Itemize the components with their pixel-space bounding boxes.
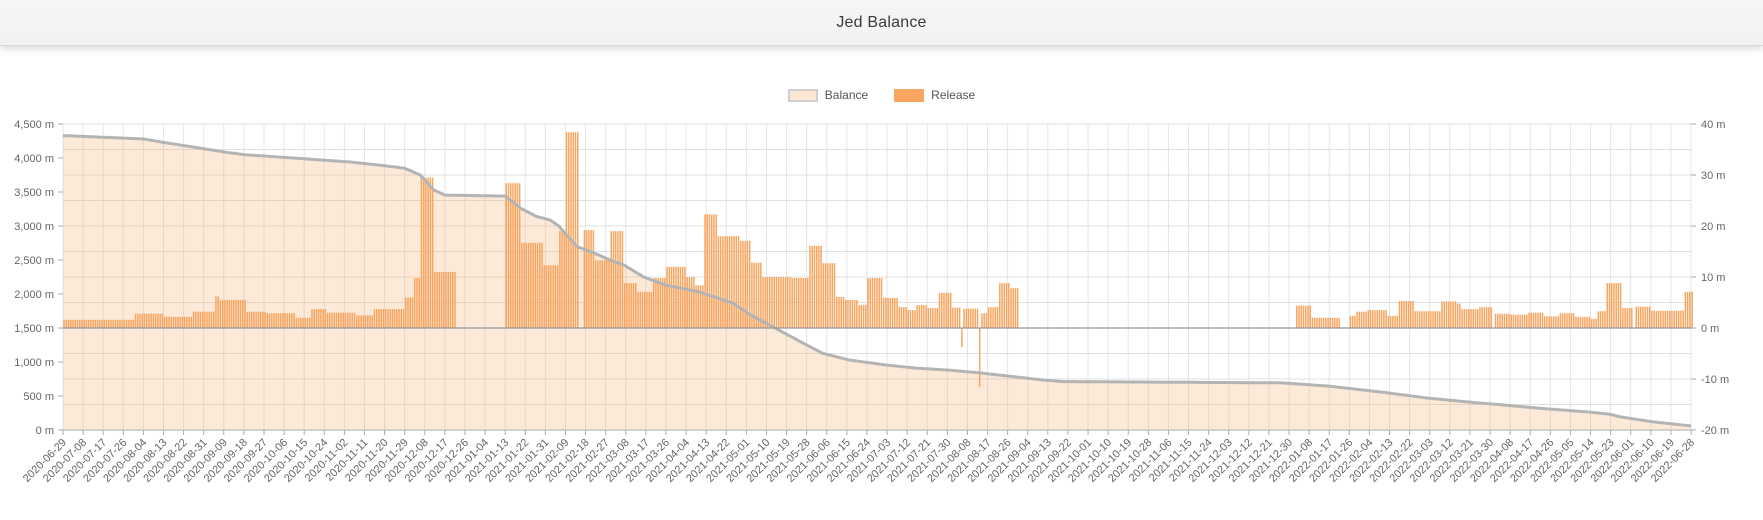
svg-text:10 m: 10 m	[1701, 272, 1725, 284]
svg-text:500 m: 500 m	[23, 391, 54, 403]
svg-text:2,500 m: 2,500 m	[14, 255, 54, 267]
svg-text:1,000 m: 1,000 m	[14, 357, 54, 369]
legend-swatch-balance	[787, 88, 818, 102]
svg-text:3,000 m: 3,000 m	[14, 221, 54, 233]
svg-text:20 m: 20 m	[1701, 221, 1725, 233]
chart-legend: Balance Release	[0, 86, 1763, 104]
svg-text:40 m: 40 m	[1701, 119, 1725, 131]
app-header: Jed Balance	[0, 0, 1763, 46]
svg-text:2,000 m: 2,000 m	[14, 289, 54, 301]
legend-label-balance: Balance	[824, 88, 869, 102]
balance-area	[63, 135, 1691, 430]
svg-text:0 m: 0 m	[36, 425, 54, 437]
svg-text:-10 m: -10 m	[1701, 374, 1729, 386]
svg-text:3,500 m: 3,500 m	[14, 187, 54, 199]
release-bars	[63, 132, 1693, 388]
legend-item-release[interactable]: Release	[894, 88, 975, 102]
axis-lines	[63, 327, 1691, 431]
svg-text:-20 m: -20 m	[1701, 425, 1729, 437]
balance-line	[62, 134, 1692, 428]
legend-label-release: Release	[931, 88, 976, 102]
svg-text:1,500 m: 1,500 m	[14, 323, 54, 335]
page-title: Jed Balance	[836, 13, 927, 31]
svg-text:30 m: 30 m	[1701, 170, 1725, 182]
left-axis-labels: 4,500 m 4,000 m 3,500 m 3,000 m 2,500 m 2,000…	[14, 119, 63, 437]
legend-item-balance[interactable]: Balance	[787, 88, 869, 102]
svg-text:4,500 m: 4,500 m	[14, 119, 54, 131]
svg-text:4,000 m: 4,000 m	[14, 153, 54, 165]
legend-swatch-release	[894, 88, 925, 102]
y-gridlines	[63, 123, 1691, 405]
svg-text:0 m: 0 m	[1701, 323, 1719, 335]
right-axis-labels: 40 m 30 m 20 m 10 m 0 m -10 m -20 m	[1691, 119, 1729, 437]
x-axis-labels: 2020-06-292020-07-082020-07-172020-07-26…	[21, 437, 1697, 485]
